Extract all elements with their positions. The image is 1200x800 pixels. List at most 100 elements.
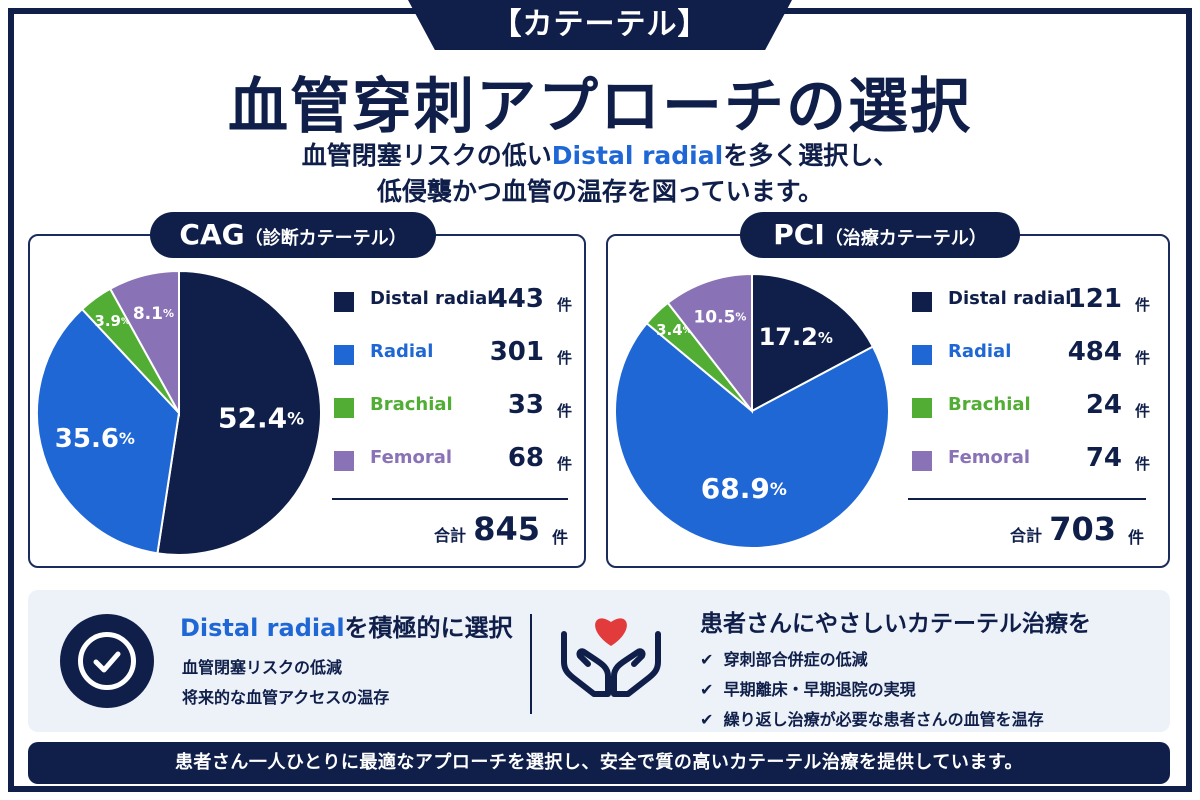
pie-label-femoral: 10.5% bbox=[693, 308, 746, 328]
page-subtitle: 血管閉塞リスクの低いDistal radialを多く選択し、 低侵襲かつ血管の温… bbox=[0, 138, 1200, 210]
legend-count: 74 bbox=[1085, 443, 1122, 473]
pie-slice-femoral bbox=[666, 272, 753, 414]
pie-slice-radial bbox=[36, 307, 181, 555]
pie-slice-distal-radial bbox=[751, 272, 875, 413]
legend-swatch bbox=[912, 292, 932, 312]
pie-slice-radial bbox=[614, 321, 890, 549]
page-title: 血管穿刺アプローチの選択 bbox=[228, 72, 972, 142]
legend-count-unit: 件 bbox=[556, 402, 572, 420]
pci-total-label: 合計 bbox=[1009, 526, 1042, 545]
cag-total-unit: 件 bbox=[551, 528, 568, 547]
pci-total: 合計 703 件 bbox=[906, 508, 1146, 548]
cag-title: CAG bbox=[179, 218, 245, 251]
cag-legend-rule bbox=[332, 498, 568, 500]
legend-item-brachial: Brachial 33 件 bbox=[334, 386, 574, 439]
legend-swatch bbox=[912, 398, 932, 418]
bullet-check-icon: ✔ bbox=[700, 710, 714, 729]
pci-pie-chart: 17.2% 68.9% 3.4%10.5% bbox=[614, 272, 890, 549]
legend-item-distal-radial: Distal radial 121 件 bbox=[912, 280, 1152, 333]
subtitle-line-2: 低侵襲かつ血管の温存を図っています。 bbox=[376, 177, 824, 206]
info-bullet-2: ✔ 早期離床・早期退院の実現 bbox=[700, 676, 916, 700]
info-left-line-2: 将来的な血管アクセスの温存 bbox=[182, 688, 390, 707]
legend-count: 121 bbox=[1067, 284, 1122, 314]
pie-slice-distal-radial bbox=[156, 269, 322, 556]
cag-total-value: 845 bbox=[473, 510, 540, 548]
pie-label-distal-radial: 52.4% bbox=[218, 401, 304, 434]
info-divider bbox=[530, 614, 532, 714]
legend-label: Femoral bbox=[948, 447, 1031, 468]
legend-label: Radial bbox=[948, 341, 1012, 362]
legend-count: 68 bbox=[507, 443, 544, 473]
legend-count: 33 bbox=[507, 390, 544, 420]
legend-count: 301 bbox=[489, 337, 544, 367]
info-left-heading: Distal radialを積極的に選択 bbox=[180, 608, 513, 643]
legend-count: 484 bbox=[1067, 337, 1122, 367]
cag-total: 合計 845 件 bbox=[330, 508, 570, 548]
pie-label-radial: 35.6% bbox=[55, 423, 135, 453]
legend-count-unit: 件 bbox=[1134, 402, 1150, 420]
pci-subtitle: （治療カテーテル） bbox=[824, 228, 987, 249]
cag-subtitle: （診断カテーテル） bbox=[244, 228, 407, 249]
legend-item-radial: Radial 301 件 bbox=[334, 333, 574, 386]
legend-item-distal-radial: Distal radial 443 件 bbox=[334, 280, 574, 333]
legend-item-brachial: Brachial 24 件 bbox=[912, 386, 1152, 439]
legend-swatch bbox=[334, 451, 354, 471]
legend-swatch bbox=[912, 345, 932, 365]
legend-label: Radial bbox=[370, 341, 434, 362]
pie-label-distal-radial: 17.2% bbox=[759, 323, 833, 351]
cag-panel-title: CAG（診断カテーテル） bbox=[150, 212, 436, 258]
cag-pie-chart: 52.4% 35.6% 3.9% 8.1% bbox=[36, 269, 322, 556]
info-bullet-3-text: 繰り返し治療が必要な患者さんの血管を温存 bbox=[723, 710, 1044, 729]
pie-label-femoral: 8.1% bbox=[133, 304, 174, 324]
pie-label-radial: 68.9% bbox=[701, 472, 787, 505]
category-tag: 【カテーテル】 bbox=[408, 0, 792, 50]
legend-count-unit: 件 bbox=[1134, 296, 1150, 314]
hands-heart-icon bbox=[561, 618, 661, 697]
bullet-check-icon: ✔ bbox=[700, 650, 714, 669]
subtitle-pre: 血管閉塞リスクの低い bbox=[301, 141, 552, 170]
info-bullet-3: ✔ 繰り返し治療が必要な患者さんの血管を温存 bbox=[700, 706, 1044, 730]
legend-item-femoral: Femoral 74 件 bbox=[912, 439, 1152, 492]
footer-banner: 患者さん一人ひとりに最適なアプローチを選択し、安全で質の高いカテーテル治療を提供… bbox=[28, 742, 1170, 784]
legend-item-radial: Radial 484 件 bbox=[912, 333, 1152, 386]
bullet-check-icon: ✔ bbox=[700, 680, 714, 699]
pci-total-value: 703 bbox=[1049, 510, 1116, 548]
pci-title: PCI bbox=[773, 218, 825, 251]
legend-swatch bbox=[334, 345, 354, 365]
legend-label: Distal radial bbox=[370, 288, 494, 309]
pie-label-brachial: 3.4% bbox=[656, 321, 692, 339]
legend-count-unit: 件 bbox=[556, 455, 572, 473]
legend-label: Brachial bbox=[948, 394, 1031, 415]
pci-panel-title: PCI（治療カテーテル） bbox=[740, 212, 1020, 258]
info-left-heading-rest: を積極的に選択 bbox=[344, 614, 513, 642]
pci-total-unit: 件 bbox=[1127, 528, 1144, 547]
cag-total-label: 合計 bbox=[433, 526, 466, 545]
subtitle-line-1: 血管閉塞リスクの低いDistal radialを多く選択し、 bbox=[0, 138, 1200, 174]
legend-swatch bbox=[334, 398, 354, 418]
info-left-line-1: 血管閉塞リスクの低減 bbox=[182, 658, 343, 677]
cag-legend: Distal radial 443 件 Radial 301 件 Brachial 33 件 Fe… bbox=[334, 280, 574, 492]
legend-count-unit: 件 bbox=[556, 296, 572, 314]
info-left-heading-highlight: Distal radial bbox=[180, 614, 345, 642]
info-bullet-1-text: 穿刺部合併症の低減 bbox=[723, 650, 868, 669]
legend-swatch bbox=[912, 451, 932, 471]
legend-count-unit: 件 bbox=[1134, 455, 1150, 473]
legend-count-unit: 件 bbox=[1134, 349, 1150, 367]
info-right-heading: 患者さんにやさしいカテーテル治療を bbox=[700, 611, 1091, 637]
legend-label: Brachial bbox=[370, 394, 453, 415]
pie-slice-femoral bbox=[108, 269, 180, 417]
legend-count: 24 bbox=[1085, 390, 1122, 420]
check-ring bbox=[78, 632, 136, 690]
legend-label: Distal radial bbox=[948, 288, 1072, 309]
subtitle-highlight: Distal radial bbox=[551, 141, 724, 170]
check-mark-icon bbox=[93, 651, 121, 673]
legend-item-femoral: Femoral 68 件 bbox=[334, 439, 574, 492]
legend-count: 443 bbox=[489, 284, 544, 314]
subtitle-post: を多く選択し、 bbox=[723, 141, 899, 170]
pci-legend: Distal radial 121 件 Radial 484 件 Brachial 24 件 Fe… bbox=[912, 280, 1152, 492]
pie-label-brachial: 3.9% bbox=[94, 312, 130, 330]
legend-swatch bbox=[334, 292, 354, 312]
legend-count-unit: 件 bbox=[556, 349, 572, 367]
legend-label: Femoral bbox=[370, 447, 453, 468]
info-bullet-2-text: 早期離床・早期退院の実現 bbox=[723, 680, 916, 699]
